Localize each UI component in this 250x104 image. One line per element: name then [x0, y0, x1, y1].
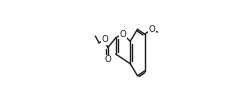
Text: O: O	[119, 30, 126, 39]
Text: O: O	[148, 25, 154, 34]
Text: O: O	[101, 35, 107, 44]
Text: O: O	[104, 55, 111, 64]
